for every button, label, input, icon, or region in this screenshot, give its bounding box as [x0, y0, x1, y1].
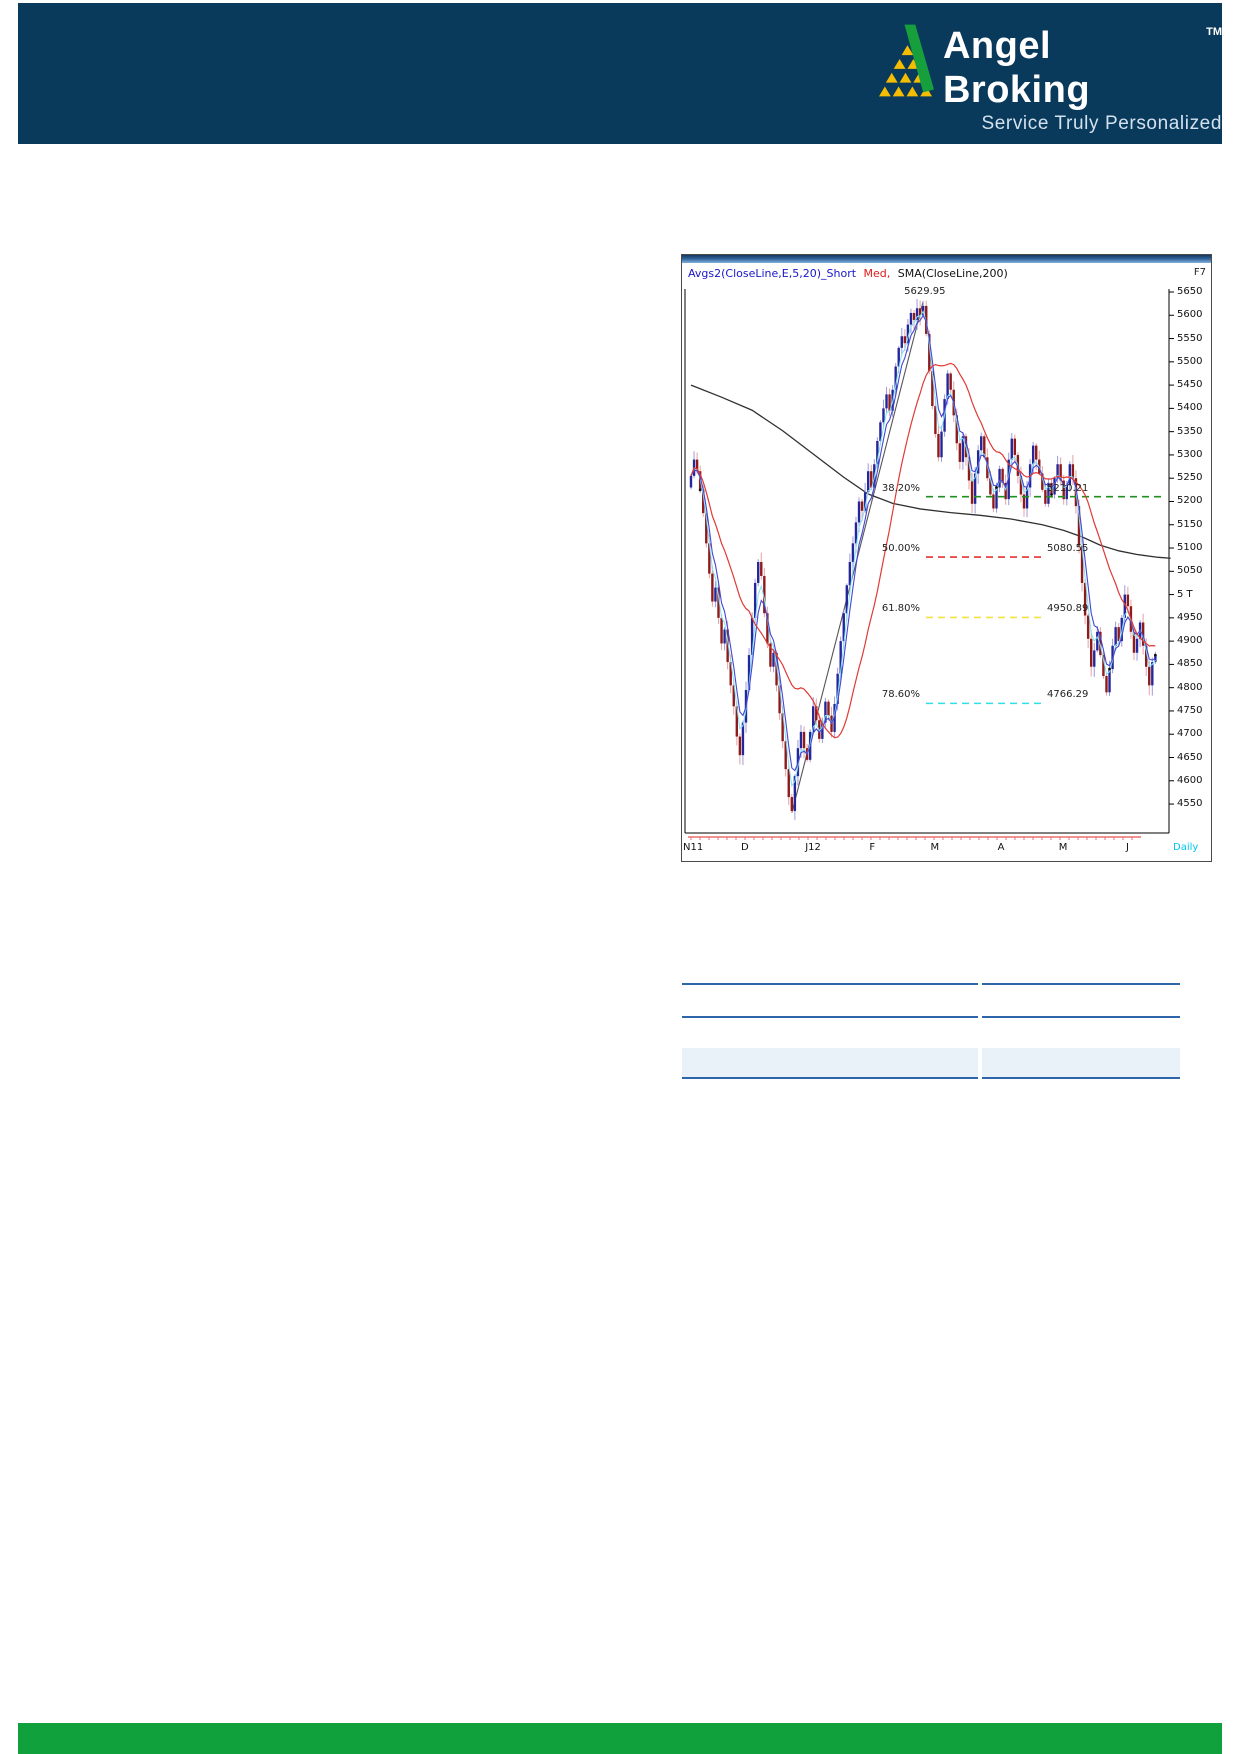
fib-value-label: 4766.29 — [1047, 689, 1089, 701]
y-axis-label: 5150 — [1177, 518, 1203, 530]
function-key-label: F7 — [1193, 267, 1206, 278]
y-axis-label: 5200 — [1177, 495, 1203, 507]
fib-value-label: 4950.89 — [1047, 603, 1089, 615]
x-axis-month-label: J — [1125, 842, 1129, 853]
y-axis-label: 5600 — [1177, 309, 1203, 321]
fib-pct-label: 38.20% — [881, 482, 920, 494]
table-rule-top-right — [982, 983, 1180, 985]
x-axis-month-label: N11 — [683, 842, 704, 853]
x-axis-month-label: J12 — [805, 842, 821, 853]
legend-sma200: SMA(CloseLine,200) — [897, 267, 1008, 280]
y-axis-label: 4550 — [1177, 798, 1203, 810]
y-axis-label: 5450 — [1177, 379, 1203, 391]
y-axis-label: 5400 — [1177, 402, 1203, 414]
y-axis-label: 5350 — [1177, 425, 1203, 437]
candlestick-plot — [684, 289, 1174, 840]
x-axis-month-label: A — [997, 842, 1005, 853]
y-axis-label: 4650 — [1177, 751, 1203, 763]
y-axis-label: 4750 — [1177, 704, 1203, 716]
legend-med-avg: Med, — [863, 267, 891, 280]
fib-pct-label: 61.80% — [881, 603, 920, 615]
table-shaded-row-left — [682, 1048, 978, 1079]
y-axis-label: 4800 — [1177, 681, 1203, 693]
y-axis-label: 4850 — [1177, 658, 1203, 670]
y-axis-label: 5100 — [1177, 542, 1203, 554]
trademark-symbol: TM — [1206, 26, 1222, 38]
header-bar: Angel Broking TM Service Truly Personali… — [18, 3, 1222, 144]
fib-value-label: 5080.55 — [1047, 543, 1089, 555]
chart-window: Avgs2(CloseLine,E,5,20)_Short Med, SMA(C… — [681, 254, 1212, 862]
y-axis-label: 5650 — [1177, 286, 1203, 297]
x-axis-month-label: D — [741, 842, 749, 853]
footer-bar — [18, 1723, 1222, 1754]
y-axis-label: 4900 — [1177, 635, 1203, 647]
table-rule-mid-left — [682, 1016, 978, 1018]
x-axis-month-label: M — [1058, 842, 1068, 853]
brand-text: Angel Broking TM Service Truly Personali… — [943, 24, 1222, 135]
y-axis-label: 4700 — [1177, 728, 1203, 740]
y-axis-label: 5550 — [1177, 332, 1203, 344]
x-axis-month-label: M — [930, 842, 940, 853]
y-axis-label: 4600 — [1177, 774, 1203, 786]
y-axis-label: 5050 — [1177, 565, 1203, 577]
brand-block: Angel Broking TM Service Truly Personali… — [878, 24, 1222, 135]
peak-annotation: 5629.95 — [904, 286, 946, 298]
angel-broking-logo-icon — [878, 24, 934, 97]
legend-short-avg: Avgs2(CloseLine,E,5,20)_Short — [688, 267, 857, 280]
y-axis-label: 5250 — [1177, 472, 1203, 484]
y-axis-label: 5300 — [1177, 448, 1203, 460]
timeframe-label: Daily — [1173, 842, 1199, 853]
y-axis-label: 4950 — [1177, 611, 1203, 623]
table-rule-mid-right — [982, 1016, 1180, 1018]
chart-titlebar — [682, 255, 1211, 263]
x-axis-month-label: F — [869, 842, 876, 853]
table-rule-top-left — [682, 983, 978, 985]
brand-tagline: Service Truly Personalized — [981, 113, 1222, 134]
brand-name: Angel Broking — [942, 25, 1091, 111]
fib-value-label: 5210.21 — [1047, 482, 1089, 494]
table-shaded-row-right — [982, 1048, 1180, 1079]
chart-legend: Avgs2(CloseLine,E,5,20)_Short Med, SMA(C… — [688, 267, 1008, 280]
y-axis-label: 5500 — [1177, 355, 1203, 367]
y-axis-label: 5 T — [1177, 588, 1193, 600]
fib-pct-label: 78.60% — [881, 689, 920, 701]
fib-pct-label: 50.00% — [881, 543, 920, 555]
